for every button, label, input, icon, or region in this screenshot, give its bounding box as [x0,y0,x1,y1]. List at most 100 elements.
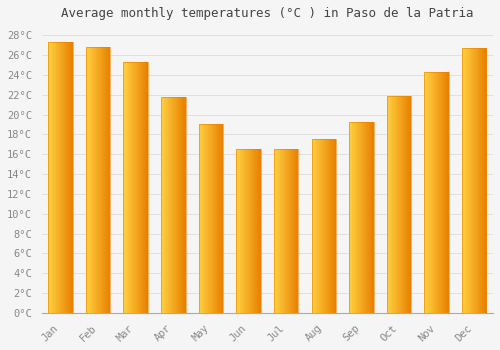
Bar [448,72,449,313]
Bar [373,121,374,313]
Bar [366,121,367,313]
Bar [391,96,392,313]
Bar [318,139,319,313]
Bar [243,149,244,313]
Bar [55,42,56,313]
Bar [165,97,166,313]
Bar [255,149,256,313]
Bar [435,72,436,313]
Bar [252,149,254,313]
Bar [315,139,316,313]
Bar [328,139,329,313]
Bar [390,96,391,313]
Bar [184,97,185,313]
Bar [237,149,238,313]
Bar [128,62,130,313]
Bar [358,121,359,313]
Bar [364,121,366,313]
Bar [211,124,212,313]
Bar [182,97,183,313]
Bar [360,121,362,313]
Bar [210,124,211,313]
Bar [244,149,246,313]
Bar [126,62,128,313]
Bar [91,47,92,313]
Bar [292,149,294,313]
Bar [464,48,466,313]
Bar [260,149,261,313]
Bar [463,48,464,313]
Bar [144,62,146,313]
Bar [96,47,98,313]
Bar [462,48,463,313]
Bar [367,121,368,313]
Bar [63,42,64,313]
Bar [206,124,207,313]
Bar [434,72,435,313]
Bar [447,72,448,313]
Bar [479,48,480,313]
Bar [316,139,318,313]
Bar [320,139,322,313]
Bar [291,149,292,313]
Bar [162,97,163,313]
Bar [471,48,472,313]
Bar [107,47,108,313]
Bar [396,96,398,313]
Bar [214,124,215,313]
Bar [204,124,206,313]
Bar [432,72,434,313]
Bar [219,124,220,313]
Bar [349,121,350,313]
Bar [350,121,351,313]
Bar [483,48,484,313]
Bar [254,149,255,313]
Bar [394,96,395,313]
Bar [313,139,314,313]
Bar [246,149,247,313]
Title: Average monthly temperatures (°C ) in Paso de la Patria: Average monthly temperatures (°C ) in Pa… [61,7,474,20]
Bar [431,72,432,313]
Bar [276,149,278,313]
Bar [425,72,426,313]
Bar [174,97,175,313]
Bar [240,149,242,313]
Bar [426,72,427,313]
Bar [208,124,210,313]
Bar [178,97,179,313]
Bar [220,124,222,313]
Bar [330,139,331,313]
Bar [239,149,240,313]
Bar [436,72,438,313]
Bar [481,48,482,313]
Bar [129,62,130,313]
Bar [67,42,68,313]
Bar [424,72,449,313]
Bar [482,48,484,313]
Bar [395,96,396,313]
Bar [472,48,474,313]
Bar [60,42,62,313]
Bar [180,97,182,313]
Bar [222,124,223,313]
Bar [475,48,476,313]
Bar [242,149,243,313]
Bar [50,42,51,313]
Bar [102,47,103,313]
Bar [57,42,58,313]
Bar [387,96,388,313]
Bar [250,149,251,313]
Bar [167,97,168,313]
Bar [467,48,468,313]
Bar [90,47,91,313]
Bar [94,47,95,313]
Bar [297,149,298,313]
Bar [470,48,471,313]
Bar [368,121,369,313]
Bar [236,149,261,313]
Bar [370,121,372,313]
Bar [326,139,327,313]
Bar [143,62,144,313]
Bar [335,139,336,313]
Bar [98,47,99,313]
